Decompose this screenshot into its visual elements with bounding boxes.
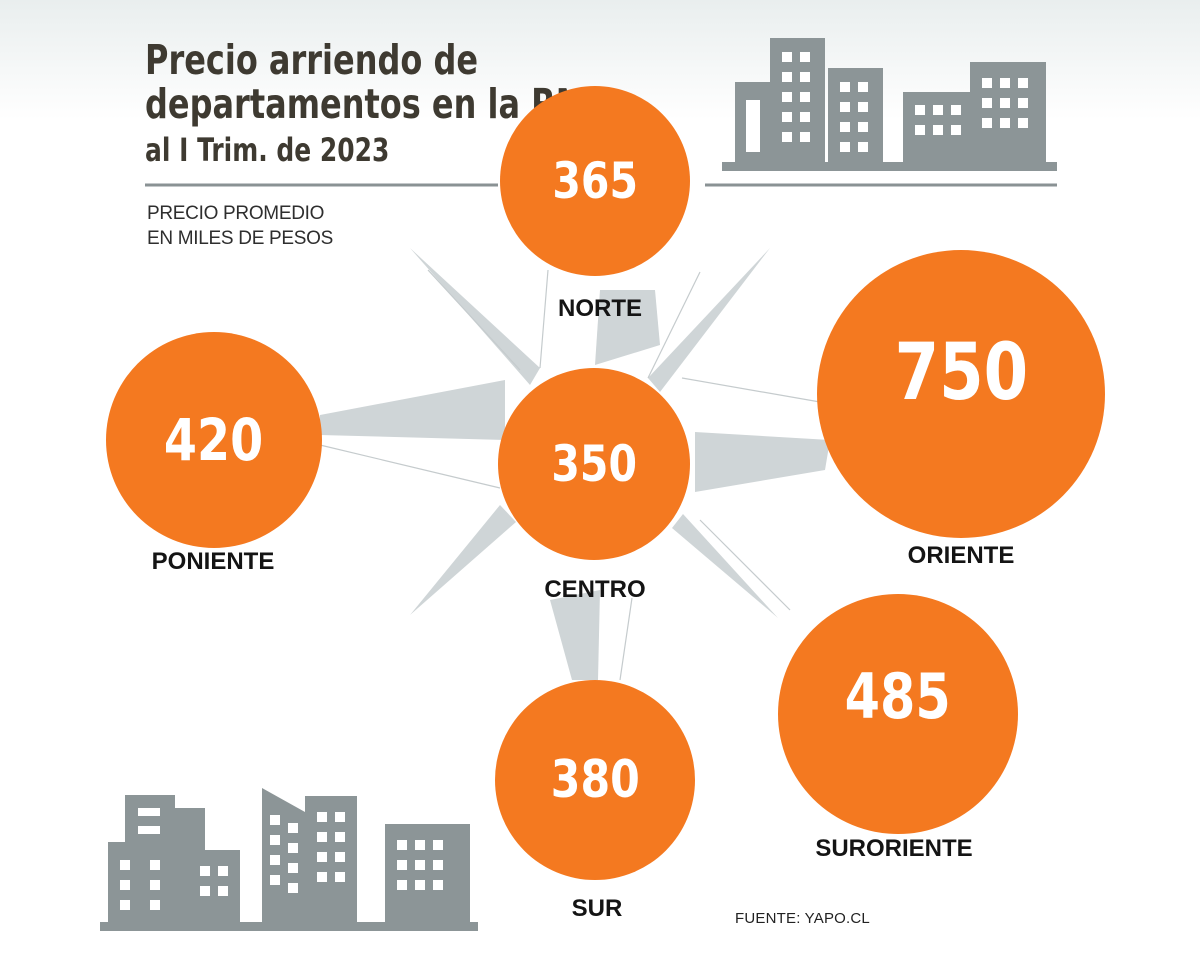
bubble-suroriente: 485 (778, 594, 1018, 834)
region-label-suroriente: SURORIENTE (815, 835, 973, 862)
subtitle: PRECIO PROMEDIO EN MILES DE PESOS (147, 201, 467, 252)
bubble-oriente: 750 (817, 250, 1105, 538)
compass-arm-se (672, 514, 778, 618)
page-title: Precio arriendo de departamentos en la R… (145, 38, 588, 167)
region-label-norte: NORTE (558, 295, 642, 322)
title-line-1: Precio arriendo de (145, 36, 479, 84)
compass-arm-north (595, 290, 660, 365)
value-label-norte: 365 (552, 152, 638, 210)
bubble-poniente: 420 (106, 332, 322, 548)
value-label-poniente: 420 (164, 406, 264, 474)
subtitle-line-2: EN MILES DE PESOS (147, 228, 334, 250)
value-label-oriente: 750 (894, 328, 1028, 418)
compass-arm-nw (410, 248, 540, 385)
value-label-suroriente: 485 (844, 659, 952, 733)
compass-arm-south (550, 590, 600, 680)
compass-rose-icon (319, 248, 830, 681)
compass-arm-ne (648, 248, 770, 392)
region-label-sur: SUR (571, 895, 623, 922)
region-label-centro: CENTRO (544, 576, 646, 603)
compass-arm-sw (410, 505, 516, 615)
compass-arm-west (320, 380, 505, 440)
bubble-sur: 380 (495, 680, 695, 880)
value-label-centro: 350 (551, 435, 637, 493)
bubble-centro: 350 (498, 368, 690, 560)
title-line-2: departamentos en la RM (145, 80, 588, 129)
subtitle-line-1: PRECIO PROMEDIO (147, 203, 325, 224)
bubble-norte: 365 (500, 86, 690, 276)
city-buildings-icon (722, 38, 1057, 171)
city-buildings-icon (100, 788, 478, 931)
source-note: FUENTE: YAPO.CL (735, 910, 870, 927)
region-label-poniente: PONIENTE (151, 548, 275, 575)
value-label-sur: 380 (550, 750, 640, 810)
compass-arm-east (695, 432, 830, 492)
region-label-oriente: ORIENTE (907, 542, 1015, 569)
title-line-3: al I Trim. de 2023 (145, 130, 390, 169)
